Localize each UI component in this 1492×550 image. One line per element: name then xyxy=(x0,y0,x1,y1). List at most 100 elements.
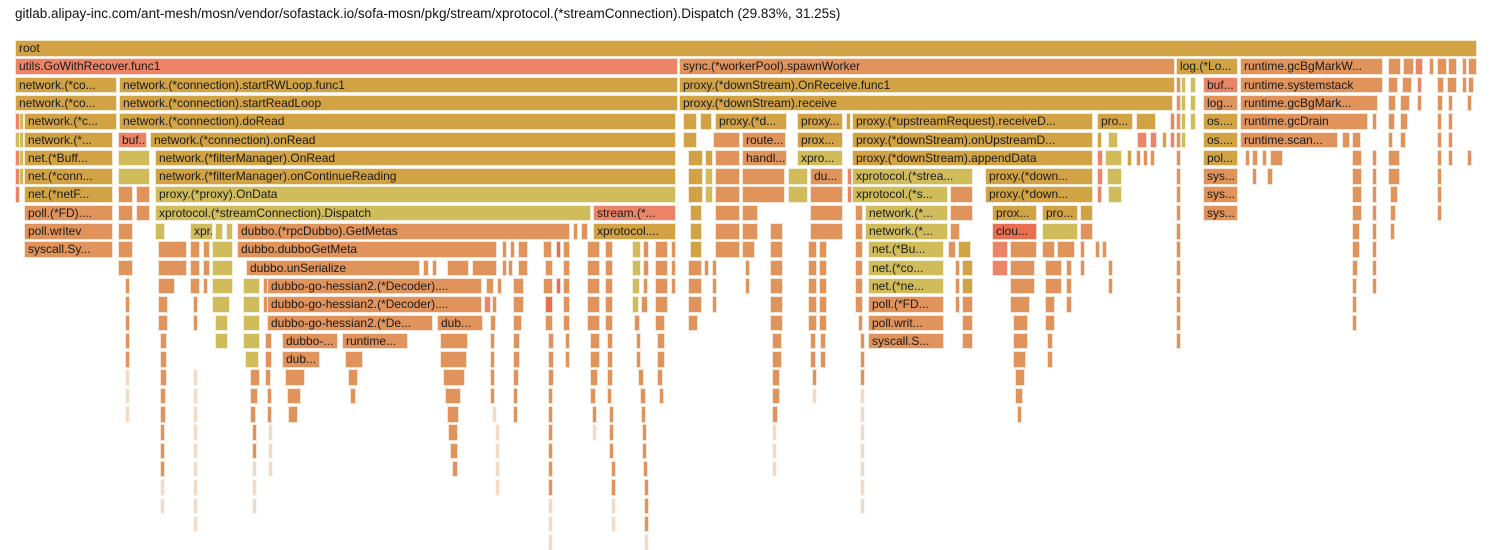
flame-frame[interactable] xyxy=(508,259,513,277)
flame-frame[interactable] xyxy=(587,259,600,277)
flame-frame[interactable] xyxy=(1352,241,1360,258)
flame-frame[interactable] xyxy=(125,351,130,368)
flame-frame[interactable] xyxy=(193,387,198,405)
flame-frame[interactable]: net.(*co... xyxy=(868,259,944,277)
flame-frame[interactable] xyxy=(860,351,865,368)
flame-frame[interactable] xyxy=(1170,113,1175,130)
flame-frame[interactable] xyxy=(715,168,740,185)
flame-frame[interactable] xyxy=(1267,168,1273,185)
flame-frame[interactable]: pro... xyxy=(1042,204,1078,222)
flame-frame[interactable] xyxy=(495,424,500,441)
flame-frame[interactable] xyxy=(607,369,613,386)
flame-frame[interactable] xyxy=(1080,204,1093,222)
flame-frame[interactable] xyxy=(855,241,863,258)
flame-frame[interactable] xyxy=(1181,113,1186,130)
flame-frame[interactable]: xprotocol.... xyxy=(593,223,676,240)
flame-frame[interactable] xyxy=(492,406,497,423)
flame-frame[interactable] xyxy=(518,241,528,258)
flame-frame[interactable] xyxy=(1467,149,1472,167)
flame-frame[interactable]: network.(*filterManager).onContinueReadi… xyxy=(155,168,676,185)
flame-frame[interactable] xyxy=(772,351,782,368)
flame-frame[interactable]: os.... xyxy=(1203,113,1238,130)
flame-frame[interactable] xyxy=(265,351,272,368)
flame-frame[interactable] xyxy=(203,277,208,295)
flame-frame[interactable] xyxy=(950,204,973,222)
flame-frame[interactable] xyxy=(1066,277,1072,295)
flame-frame[interactable] xyxy=(819,296,827,313)
flame-frame[interactable] xyxy=(1042,223,1078,240)
flame-frame[interactable]: handl... xyxy=(742,149,787,167)
flame-frame[interactable]: poll.(*FD... xyxy=(868,296,944,313)
flame-frame[interactable]: prox... xyxy=(992,204,1037,222)
flame-frame[interactable] xyxy=(688,314,698,332)
flame-frame[interactable] xyxy=(1390,186,1398,203)
flame-frame[interactable] xyxy=(193,442,198,460)
flame-frame[interactable] xyxy=(1372,186,1377,203)
flame-frame[interactable] xyxy=(705,186,713,203)
flame-frame[interactable] xyxy=(160,387,166,405)
flame-frame[interactable] xyxy=(118,241,133,258)
flame-frame[interactable] xyxy=(1045,296,1055,313)
flame-frame[interactable] xyxy=(819,241,827,258)
flame-frame[interactable] xyxy=(556,277,561,295)
flame-frame[interactable] xyxy=(846,113,851,130)
flame-frame[interactable] xyxy=(1388,168,1400,185)
flame-frame[interactable] xyxy=(810,332,816,350)
flame-frame[interactable]: dub... xyxy=(282,351,320,368)
flame-frame[interactable] xyxy=(1417,76,1422,94)
flame-frame[interactable] xyxy=(432,259,437,277)
flame-frame[interactable] xyxy=(715,223,740,240)
flame-frame[interactable] xyxy=(490,314,496,332)
flame-frame[interactable]: dubbo.(*rpcDubbo).GetMetas xyxy=(237,223,570,240)
flame-frame[interactable]: network.(*connection).startReadLoop xyxy=(119,94,678,112)
flame-frame[interactable]: poll.(*FD).... xyxy=(24,204,113,222)
flame-frame[interactable] xyxy=(808,314,817,332)
flame-frame[interactable] xyxy=(545,314,553,332)
flame-frame[interactable] xyxy=(955,277,960,295)
flame-frame[interactable] xyxy=(1010,296,1030,313)
flame-frame[interactable]: dub... xyxy=(437,314,483,332)
flame-frame[interactable] xyxy=(563,314,570,332)
flame-frame[interactable]: net.(*Bu... xyxy=(868,241,944,258)
flame-frame[interactable] xyxy=(543,277,553,295)
flame-frame[interactable] xyxy=(212,277,233,295)
flame-frame[interactable]: proxy.(*down... xyxy=(985,168,1093,185)
flame-frame[interactable] xyxy=(563,241,570,258)
flame-frame[interactable] xyxy=(1162,131,1167,149)
flame-frame[interactable] xyxy=(860,479,865,496)
flame-frame[interactable] xyxy=(962,296,973,313)
flame-frame[interactable] xyxy=(772,387,780,405)
flame-frame[interactable] xyxy=(1400,94,1410,112)
flame-frame[interactable]: syscall.Sy... xyxy=(24,241,113,258)
flame-frame[interactable] xyxy=(742,168,785,185)
flame-frame[interactable] xyxy=(1108,277,1113,295)
flame-frame[interactable] xyxy=(632,241,641,258)
flame-frame[interactable] xyxy=(1080,241,1085,258)
flame-frame[interactable] xyxy=(212,259,233,277)
flame-frame[interactable] xyxy=(136,204,150,222)
flame-frame[interactable] xyxy=(643,259,649,277)
flame-frame[interactable] xyxy=(705,149,713,167)
flame-frame[interactable] xyxy=(190,259,200,277)
flame-frame[interactable] xyxy=(1057,241,1075,258)
flame-frame[interactable]: network.(*... xyxy=(865,204,948,222)
flame-frame[interactable] xyxy=(502,259,507,277)
flame-frame[interactable] xyxy=(810,186,843,203)
flame-frame[interactable] xyxy=(1095,241,1100,258)
flame-frame[interactable] xyxy=(1352,186,1362,203)
flame-frame[interactable]: clou... xyxy=(992,223,1037,240)
flame-frame[interactable] xyxy=(671,259,676,277)
flame-frame[interactable]: network.(*... xyxy=(24,131,113,149)
flame-frame[interactable] xyxy=(657,369,663,386)
flame-frame[interactable] xyxy=(1372,204,1377,222)
flame-frame[interactable] xyxy=(1252,149,1258,167)
flame-frame[interactable] xyxy=(1136,113,1156,130)
flame-frame[interactable] xyxy=(812,387,817,405)
flame-frame[interactable] xyxy=(611,460,616,478)
flame-frame[interactable] xyxy=(118,204,133,222)
flame-frame[interactable] xyxy=(193,424,198,441)
flame-frame[interactable] xyxy=(770,241,783,258)
flame-frame[interactable]: log... xyxy=(1203,94,1238,112)
flame-frame[interactable] xyxy=(688,259,702,277)
